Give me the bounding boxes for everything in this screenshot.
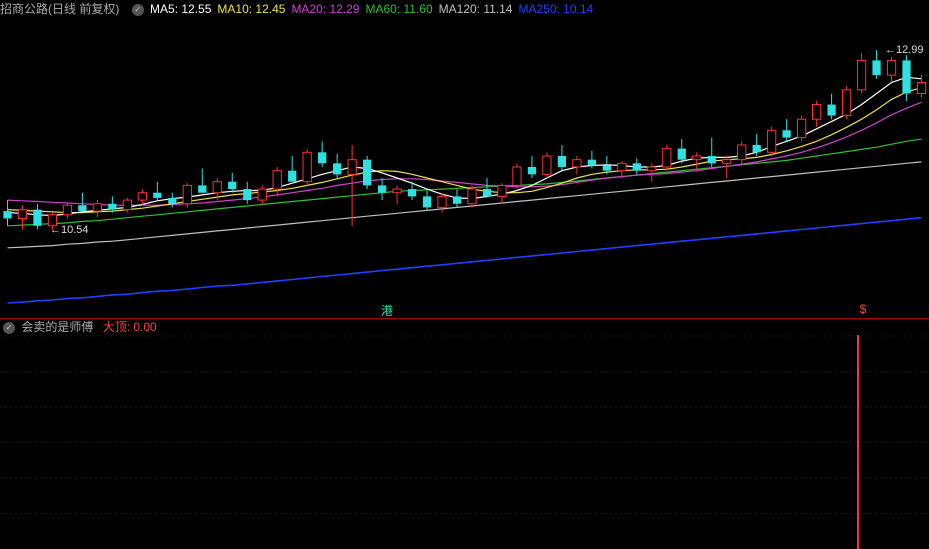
indicator-value: 大顶: 0.00: [103, 318, 157, 336]
low-price-label: ←10.54: [50, 224, 89, 236]
annotation-port[interactable]: 港: [380, 302, 394, 319]
ma-legend-ma10: MA10: 12.45: [217, 0, 285, 18]
info-icon[interactable]: ✓: [132, 4, 144, 16]
indicator-header: ✓ 会卖的是师傅 大顶: 0.00: [0, 318, 163, 336]
indicator-title: 会卖的是师傅: [21, 318, 93, 336]
ma-legend-ma120: MA120: 11.14: [439, 0, 513, 18]
indicator-panel[interactable]: ✓ 会卖的是师傅 大顶: 0.00: [0, 318, 929, 549]
ma-legend-ma250: MA250: 10.14: [518, 0, 593, 18]
ma-legend-ma20: MA20: 12.29: [291, 0, 359, 18]
info-icon[interactable]: ✓: [3, 322, 15, 334]
indicator-svg: [0, 318, 929, 549]
price-chart-panel[interactable]: 招商公路(日线 前复权) ✓ MA5: 12.55 MA10: 12.45 MA20…: [0, 0, 929, 319]
price-chart-header: 招商公路(日线 前复权) ✓ MA5: 12.55 MA10: 12.45 MA20…: [0, 0, 599, 18]
ma-legend-ma60: MA60: 11.60: [365, 0, 432, 18]
stock-title: 招商公路(日线 前复权): [0, 0, 119, 18]
ma-legend-ma5: MA5: 12.55: [150, 0, 211, 18]
high-price-label: ←12.99: [885, 44, 924, 56]
annotation-dollar-icon[interactable]: $¨: [856, 302, 870, 321]
price-chart-svg: [0, 0, 929, 318]
